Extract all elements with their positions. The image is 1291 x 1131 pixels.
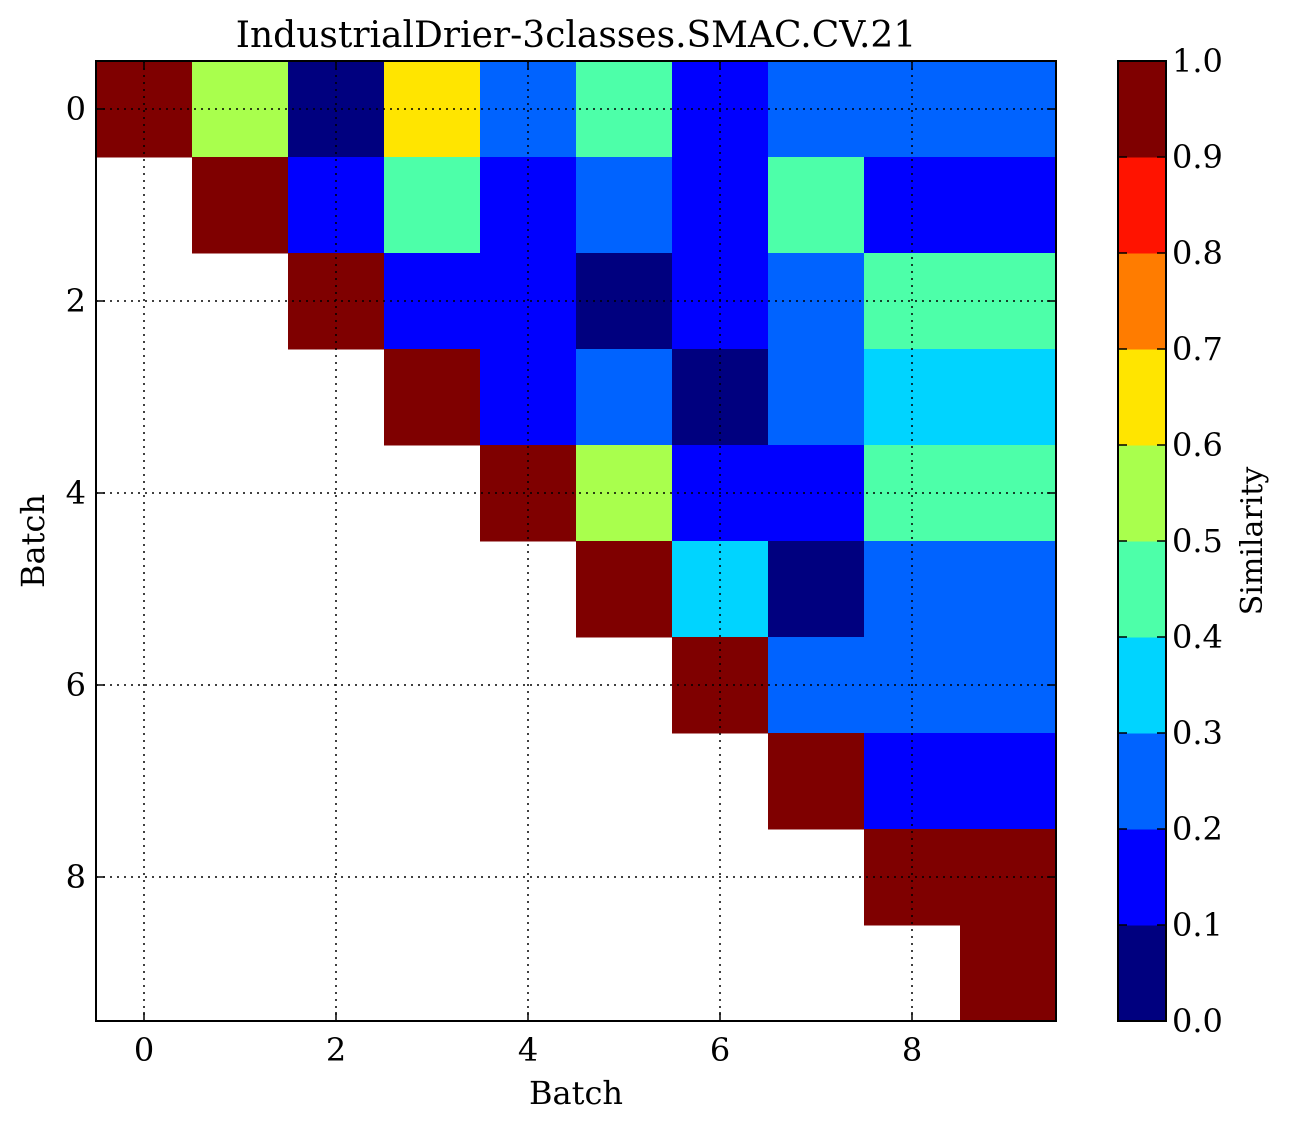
heatmap-cell bbox=[864, 541, 961, 638]
heatmap-cell bbox=[288, 157, 385, 254]
heatmap-cell bbox=[576, 349, 673, 446]
heatmap-cell bbox=[960, 349, 1057, 446]
heatmap-cell bbox=[864, 445, 961, 542]
y-tick-label: 0 bbox=[66, 90, 86, 128]
colorbar-tick-label: 0.4 bbox=[1172, 618, 1223, 656]
heatmap-cell bbox=[864, 829, 961, 926]
y-tick-label: 8 bbox=[66, 858, 86, 896]
heatmap-cell bbox=[288, 253, 385, 350]
colorbar-tick-label: 0.2 bbox=[1172, 810, 1223, 848]
colorbar-tick-label: 0.0 bbox=[1172, 1002, 1223, 1040]
chart-title: IndustrialDrier-3classes.SMAC.CV.21 bbox=[236, 15, 916, 56]
heatmap-cell bbox=[96, 61, 193, 158]
grid-lines bbox=[96, 61, 1056, 1021]
heatmap-cell bbox=[960, 637, 1057, 734]
colorbar-tick-label: 0.3 bbox=[1172, 714, 1223, 752]
heatmap-cell bbox=[768, 541, 865, 638]
colorbar-frame bbox=[1117, 60, 1167, 1022]
heatmap-cell bbox=[960, 445, 1057, 542]
y-tick-label: 4 bbox=[66, 474, 86, 512]
heatmap-cell bbox=[480, 157, 577, 254]
heatmap-cell bbox=[192, 157, 289, 254]
heatmap-cell bbox=[576, 445, 673, 542]
colorbar-band bbox=[1118, 541, 1166, 638]
heatmap-cell bbox=[384, 157, 481, 254]
heatmap-cell bbox=[768, 445, 865, 542]
heatmap-cell bbox=[960, 61, 1057, 158]
heatmap-cell bbox=[960, 541, 1057, 638]
heatmap-cell bbox=[768, 61, 865, 158]
colorbar-tick-label: 0.8 bbox=[1172, 234, 1223, 272]
x-tick-label: 2 bbox=[326, 1031, 346, 1069]
heatmap-cell bbox=[768, 349, 865, 446]
heatmap-cell bbox=[864, 157, 961, 254]
heatmap-cell bbox=[672, 157, 769, 254]
heatmap-cell bbox=[768, 157, 865, 254]
heatmap-cell bbox=[672, 541, 769, 638]
colorbar-band bbox=[1118, 349, 1166, 446]
colorbar-band bbox=[1118, 925, 1166, 1022]
colorbar-label: Similarity bbox=[1235, 467, 1270, 616]
plot-frame bbox=[95, 60, 1057, 1022]
heatmap-cell bbox=[576, 157, 673, 254]
heatmap-cell bbox=[384, 349, 481, 446]
colorbar-band bbox=[1118, 253, 1166, 350]
colorbar-band bbox=[1118, 445, 1166, 542]
colorbar-tick-label: 0.9 bbox=[1172, 138, 1223, 176]
x-tick-label: 4 bbox=[518, 1031, 538, 1069]
heatmap-cell bbox=[768, 637, 865, 734]
colorbar-band bbox=[1118, 733, 1166, 830]
heatmap-cell bbox=[576, 61, 673, 158]
heatmap-cell bbox=[864, 733, 961, 830]
colorbar-band bbox=[1118, 637, 1166, 734]
heatmap-cell bbox=[960, 925, 1057, 1022]
colorbar: 0.0 0.1 0.2 0.3 0.4 0.5 0.6 0.7 0.8 0.9 1.0 bbox=[1118, 42, 1223, 1040]
heatmap-cell bbox=[960, 829, 1057, 926]
heatmap-cell bbox=[288, 61, 385, 158]
y-tick-label: 6 bbox=[66, 666, 86, 704]
heatmap-cell bbox=[768, 733, 865, 830]
heatmap-cell bbox=[576, 253, 673, 350]
colorbar-tick-label: 0.6 bbox=[1172, 426, 1223, 464]
x-tick-label: 0 bbox=[134, 1031, 154, 1069]
heatmap-cell bbox=[960, 253, 1057, 350]
y-axis-label: Batch bbox=[14, 494, 52, 588]
colorbar-tick-label: 0.7 bbox=[1172, 330, 1223, 368]
colorbar-tick-label: 0.5 bbox=[1172, 522, 1223, 560]
heatmap-cells bbox=[96, 61, 1057, 1022]
x-axis-label: Batch bbox=[529, 1074, 623, 1112]
x-tick-label: 6 bbox=[710, 1031, 730, 1069]
colorbar-band bbox=[1118, 829, 1166, 926]
colorbar-tick-label: 1.0 bbox=[1172, 42, 1223, 80]
colorbar-tick-label: 0.1 bbox=[1172, 906, 1223, 944]
colorbar-band bbox=[1118, 157, 1166, 254]
heatmap-cell bbox=[768, 253, 865, 350]
x-tick-label: 8 bbox=[902, 1031, 922, 1069]
heatmap-cell bbox=[960, 157, 1057, 254]
heatmap-cell bbox=[192, 61, 289, 158]
y-tick-label: 2 bbox=[66, 282, 86, 320]
colorbar-band bbox=[1118, 61, 1166, 158]
heatmap-cell bbox=[480, 445, 577, 542]
axis-ticks: 0 2 4 6 8 0 2 4 6 8 bbox=[66, 61, 1056, 1069]
heatmap-cell bbox=[960, 733, 1057, 830]
heatmap-cell bbox=[576, 541, 673, 638]
